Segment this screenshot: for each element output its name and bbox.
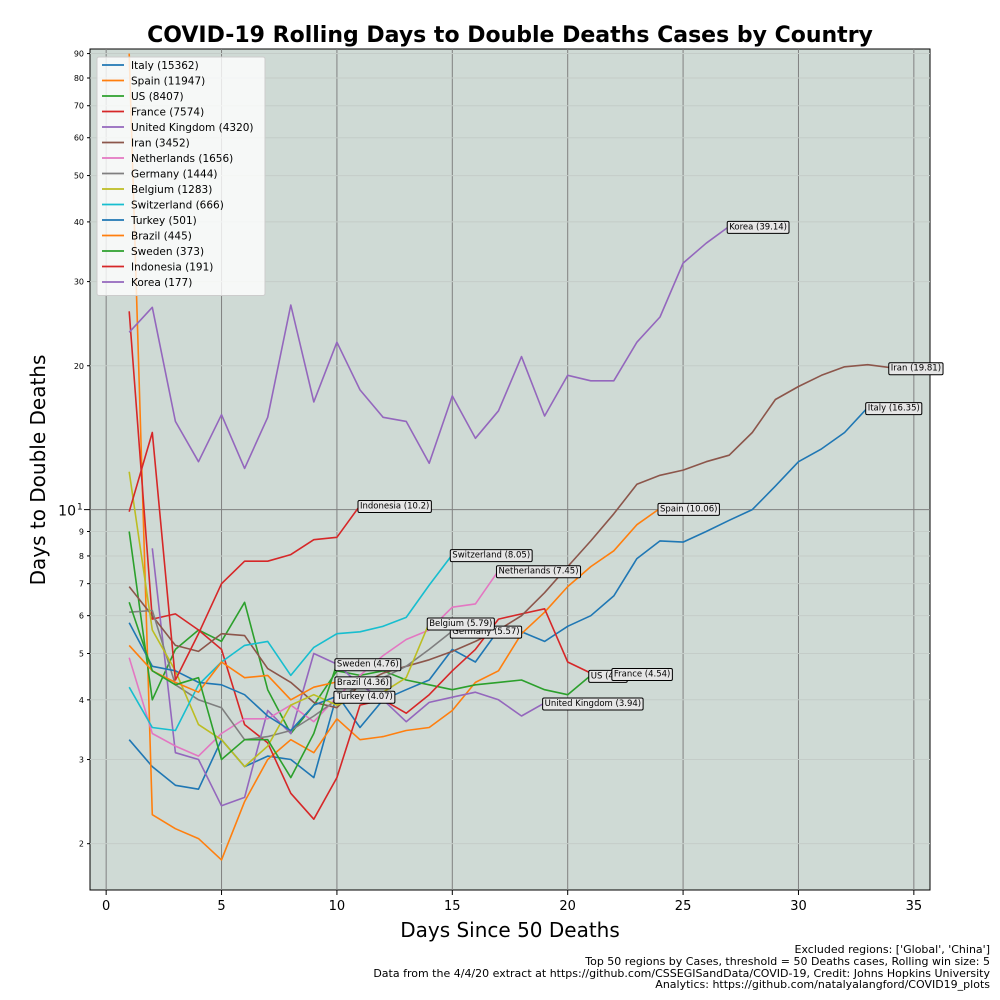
- legend-label: Germany (1444): [131, 169, 218, 181]
- footer-notes: Excluded regions: ['Global', 'China'] To…: [373, 944, 990, 991]
- legend-label: Belgium (1283): [131, 184, 212, 196]
- end-label-text: Turkey (4.07): [336, 692, 393, 702]
- legend-label: Netherlands (1656): [131, 153, 233, 165]
- y-tick-label: 6: [79, 612, 84, 621]
- y-tick-label: 90: [74, 50, 84, 59]
- end-label: Sweden (4.76): [335, 659, 401, 671]
- end-label: Belgium (5.79): [427, 618, 494, 630]
- end-label-text: France (4.54): [614, 670, 671, 680]
- end-label: Brazil (4.36): [335, 677, 391, 689]
- end-label-text: Iran (19.81): [891, 364, 941, 374]
- footer-line: Top 50 regions by Cases, threshold = 50 …: [373, 956, 990, 968]
- y-axis: 2 3 4 5 6 7 8 9 20 30 40 50 60 70 80 90 10 1: [58, 50, 90, 849]
- y-tick-label: 30: [74, 278, 84, 287]
- y-tick-label: 9: [79, 527, 84, 536]
- legend-label: Switzerland (666): [131, 200, 224, 212]
- y-tick-label: 60: [74, 134, 84, 143]
- legend-label: Indonesia (191): [131, 262, 213, 274]
- x-axis-label: Days Since 50 Deaths: [400, 918, 620, 942]
- y-tick-label: 5: [79, 649, 84, 658]
- legend-label: Turkey (501): [130, 215, 197, 227]
- legend-label: Italy (15362): [131, 60, 199, 72]
- end-label-text: Netherlands (7.45): [498, 567, 578, 577]
- y-major-tick-exponent: 1: [77, 503, 83, 513]
- y-tick-label: 20: [74, 362, 84, 371]
- x-axis: 0 5 10 15 20 25 30 35: [102, 890, 922, 914]
- y-tick-label: 8: [79, 552, 84, 561]
- legend-label: Sweden (373): [131, 246, 204, 258]
- end-label: Italy (16.35): [866, 403, 922, 415]
- end-label-text: Korea (39.14): [729, 222, 787, 232]
- legend-label: United Kingdom (4320): [131, 122, 254, 134]
- end-label-text: Sweden (4.76): [337, 660, 399, 670]
- end-label: Netherlands (7.45): [496, 566, 580, 578]
- x-tick-label: 30: [790, 899, 807, 914]
- y-tick-label: 50: [74, 172, 84, 181]
- end-label: Indonesia (10.2): [358, 501, 431, 513]
- end-label-text: Switzerland (8.05): [452, 551, 530, 561]
- legend-label: Korea (177): [131, 277, 192, 289]
- footer-line: Analytics: https://github.com/natalyalan…: [373, 979, 990, 991]
- x-tick-label: 10: [329, 899, 346, 914]
- y-tick-label: 40: [74, 218, 84, 227]
- end-label-text: Italy (16.35): [868, 404, 920, 414]
- legend: Italy (15362) Spain (11947) US (8407) Franc…: [97, 57, 265, 296]
- x-tick-label: 15: [444, 899, 461, 914]
- legend-label: Spain (11947): [131, 76, 205, 88]
- end-label: United Kingdom (3.94): [543, 698, 643, 710]
- end-label: Spain (10.06): [658, 503, 719, 515]
- y-tick-label: 80: [74, 74, 84, 83]
- x-tick-label: 5: [217, 899, 225, 914]
- x-tick-label: 0: [102, 899, 110, 914]
- y-tick-label: 70: [74, 102, 84, 111]
- x-tick-label: 35: [906, 899, 923, 914]
- legend-label: Brazil (445): [131, 231, 192, 243]
- end-label: France (4.54): [612, 669, 673, 681]
- y-tick-label: 2: [79, 840, 84, 849]
- legend-label: Iran (3452): [131, 138, 190, 150]
- end-label-text: United Kingdom (3.94): [545, 699, 641, 709]
- legend-label: France (7574): [131, 107, 204, 119]
- x-tick-label: 20: [559, 899, 576, 914]
- end-label: Iran (19.81): [889, 363, 943, 375]
- y-tick-label: 3: [79, 756, 84, 765]
- chart-title: COVID-19 Rolling Days to Double Deaths C…: [147, 23, 873, 48]
- y-major-tick-label: 10: [58, 504, 76, 520]
- y-tick-label: 4: [79, 696, 84, 705]
- end-label-text: Spain (10.06): [660, 504, 717, 514]
- x-tick-label: 25: [675, 899, 692, 914]
- y-tick-label: 7: [79, 580, 84, 589]
- y-axis-label: Days to Double Deaths: [26, 355, 50, 586]
- end-label-text: Belgium (5.79): [429, 619, 492, 629]
- end-label-text: Indonesia (10.2): [360, 502, 429, 512]
- legend-label: US (8407): [131, 91, 184, 103]
- end-label-text: Brazil (4.36): [337, 678, 389, 688]
- end-label: Korea (39.14): [727, 221, 789, 233]
- end-label: Turkey (4.07): [334, 691, 395, 703]
- end-label: Switzerland (8.05): [450, 550, 532, 562]
